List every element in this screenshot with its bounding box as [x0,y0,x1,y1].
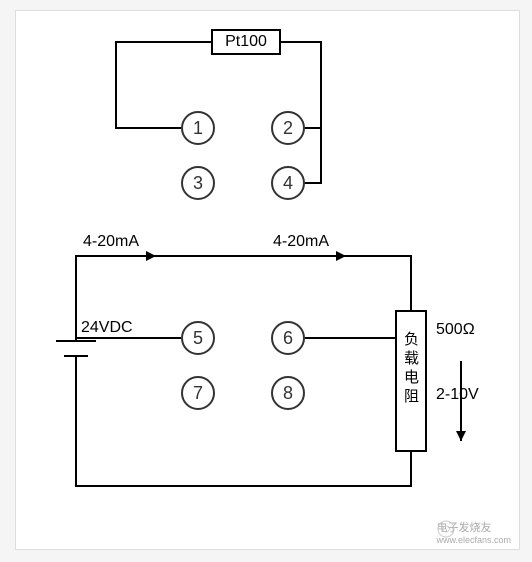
terminal-6: 6 [271,321,305,355]
terminal-1: 1 [181,111,215,145]
terminal-3: 3 [181,166,215,200]
wires [76,42,411,486]
watermark-icon [436,519,456,539]
pt100-label: Pt100 [225,33,267,51]
pt100-box: Pt100 [211,29,281,55]
diagram-canvas: Pt100 1 2 3 4 5 6 7 8 24VDC 4-20mA 4-20m… [15,10,520,550]
terminal-8: 8 [271,376,305,410]
battery-label: 24VDC [81,319,133,337]
current-right-label: 4-20mA [273,233,329,251]
terminal-5: 5 [181,321,215,355]
current-left-label: 4-20mA [83,233,139,251]
terminal-4: 4 [271,166,305,200]
ohm-label: 500Ω [436,321,475,339]
terminal-2: 2 [271,111,305,145]
volt-label: 2-10V [436,386,479,404]
watermark: 电子发烧友 www.elecfans.com [436,519,511,545]
terminal-7: 7 [181,376,215,410]
wiring-svg [16,11,521,551]
resistor-label: 负载电阻 [400,331,421,407]
